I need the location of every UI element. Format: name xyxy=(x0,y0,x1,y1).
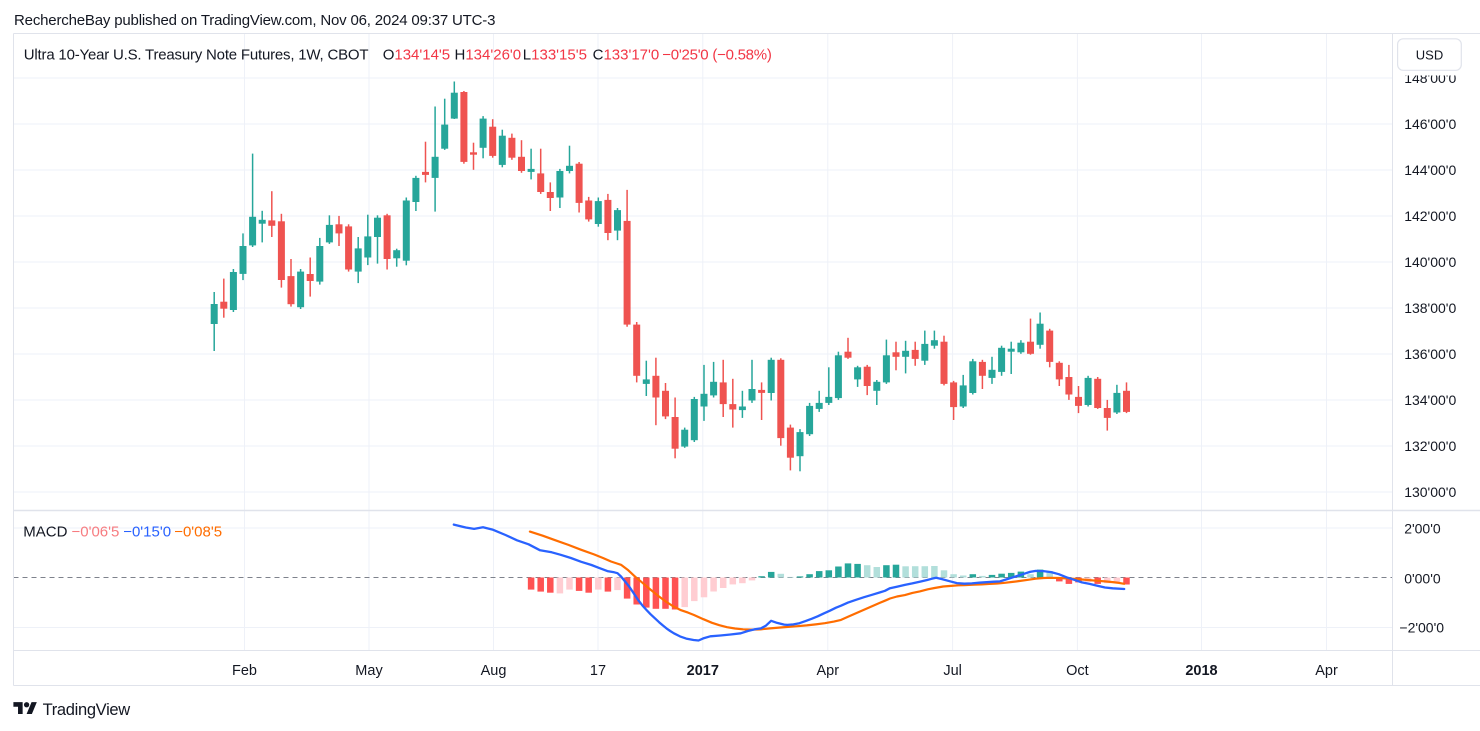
svg-text:2018: 2018 xyxy=(1185,663,1217,679)
svg-text:136'00'0: 136'00'0 xyxy=(1404,346,1456,362)
svg-text:0'00'0: 0'00'0 xyxy=(1404,570,1441,586)
svg-text:H134'26'0: H134'26'0 xyxy=(455,47,522,64)
svg-text:Feb: Feb xyxy=(232,663,257,679)
svg-text:140'00'0: 140'00'0 xyxy=(1404,254,1456,270)
svg-text:138'00'0: 138'00'0 xyxy=(1404,300,1456,316)
svg-text:−2'00'0: −2'00'0 xyxy=(1399,620,1444,636)
svg-text:TradingView: TradingView xyxy=(43,701,131,719)
svg-text:2017: 2017 xyxy=(687,663,719,679)
svg-text:May: May xyxy=(355,663,383,679)
svg-text:−0'25'0 (−0.58%): −0'25'0 (−0.58%) xyxy=(662,47,772,64)
svg-text:O134'14'5: O134'14'5 xyxy=(383,47,450,64)
svg-text:MACD: MACD xyxy=(23,524,67,541)
svg-text:−0'15'0: −0'15'0 xyxy=(123,524,171,541)
svg-text:130'00'0: 130'00'0 xyxy=(1404,484,1456,500)
svg-text:Ultra 10-Year U.S. Treasury No: Ultra 10-Year U.S. Treasury Note Futures… xyxy=(24,47,369,64)
svg-text:17: 17 xyxy=(590,663,606,679)
svg-text:142'00'0: 142'00'0 xyxy=(1404,208,1456,224)
svg-text:C133'17'0: C133'17'0 xyxy=(593,47,660,64)
svg-text:L133'15'5: L133'15'5 xyxy=(523,47,587,64)
svg-text:USD: USD xyxy=(1416,47,1443,62)
svg-text:146'00'0: 146'00'0 xyxy=(1404,116,1456,132)
svg-text:Jul: Jul xyxy=(943,663,962,679)
svg-text:−0'06'5: −0'06'5 xyxy=(72,524,120,541)
svg-text:Apr: Apr xyxy=(817,663,840,679)
svg-text:132'00'0: 132'00'0 xyxy=(1404,438,1456,454)
svg-text:Oct: Oct xyxy=(1066,663,1089,679)
svg-text:144'00'0: 144'00'0 xyxy=(1404,162,1456,178)
svg-text:−0'08'5: −0'08'5 xyxy=(174,524,222,541)
svg-text:Apr: Apr xyxy=(1315,663,1338,679)
svg-text:2'00'0: 2'00'0 xyxy=(1404,520,1441,536)
svg-text:RechercheBay published on Trad: RechercheBay published on TradingView.co… xyxy=(14,12,495,29)
svg-text:Aug: Aug xyxy=(481,663,507,679)
svg-text:134'00'0: 134'00'0 xyxy=(1404,392,1456,408)
